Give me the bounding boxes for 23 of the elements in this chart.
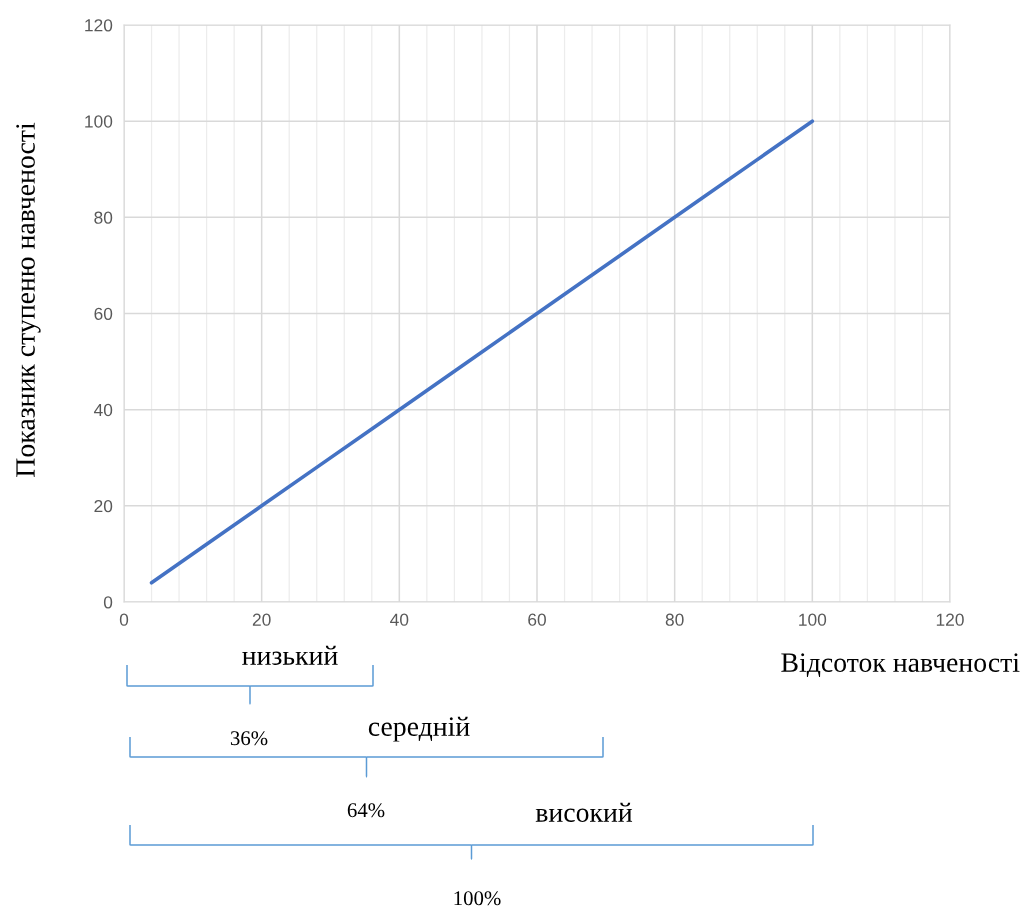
y-tick-label: 120 <box>85 19 113 32</box>
x-tick-label: 20 <box>252 613 271 626</box>
text: 64% <box>347 803 385 818</box>
y-tick-label: 0 <box>103 596 113 609</box>
y-tick-label: 80 <box>94 211 113 224</box>
y-tick-label: 20 <box>94 500 113 513</box>
x-tick-label: 0 <box>119 613 129 626</box>
line-series <box>149 119 815 585</box>
x-tick-label: 60 <box>528 613 546 626</box>
y-tick-label: 100 <box>85 115 113 128</box>
y-axis-title: Показник ступеню навченості <box>16 122 41 477</box>
x-tick-label: 100 <box>799 613 827 626</box>
text: 100% <box>454 891 501 906</box>
x-tick-label: 40 <box>390 613 409 626</box>
y-tick-label: 40 <box>93 403 113 417</box>
y-tick-label: 60 <box>94 307 113 320</box>
x-tick-label: 80 <box>665 613 684 626</box>
text: високий <box>535 802 633 822</box>
text: 36% <box>230 731 268 746</box>
x-tick-label: 120 <box>936 613 964 626</box>
text: середній <box>368 716 470 742</box>
text: низький <box>242 645 338 665</box>
x-axis-title: Відсоток навченості <box>781 653 1020 678</box>
